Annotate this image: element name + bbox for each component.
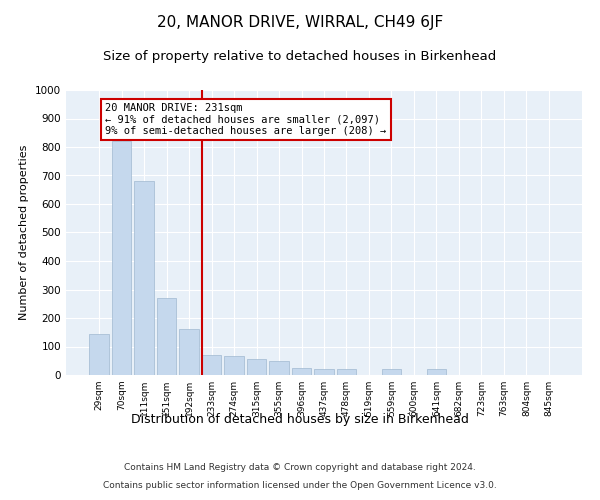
Text: Contains HM Land Registry data © Crown copyright and database right 2024.: Contains HM Land Registry data © Crown c…: [124, 464, 476, 472]
Text: 20 MANOR DRIVE: 231sqm
← 91% of detached houses are smaller (2,097)
9% of semi-d: 20 MANOR DRIVE: 231sqm ← 91% of detached…: [106, 103, 386, 136]
Bar: [247, 360, 266, 375]
Bar: [224, 356, 244, 375]
Text: Distribution of detached houses by size in Birkenhead: Distribution of detached houses by size …: [131, 412, 469, 426]
Y-axis label: Number of detached properties: Number of detached properties: [19, 145, 29, 320]
Bar: [179, 330, 199, 375]
Text: Contains public sector information licensed under the Open Government Licence v3: Contains public sector information licen…: [103, 481, 497, 490]
Bar: [157, 298, 176, 375]
Bar: [202, 355, 221, 375]
Text: Size of property relative to detached houses in Birkenhead: Size of property relative to detached ho…: [103, 50, 497, 63]
Bar: [314, 370, 334, 375]
Text: 20, MANOR DRIVE, WIRRAL, CH49 6JF: 20, MANOR DRIVE, WIRRAL, CH49 6JF: [157, 15, 443, 30]
Bar: [89, 334, 109, 375]
Bar: [337, 370, 356, 375]
Bar: [427, 370, 446, 375]
Bar: [292, 368, 311, 375]
Bar: [382, 370, 401, 375]
Bar: [112, 142, 131, 375]
Bar: [269, 361, 289, 375]
Bar: [134, 181, 154, 375]
